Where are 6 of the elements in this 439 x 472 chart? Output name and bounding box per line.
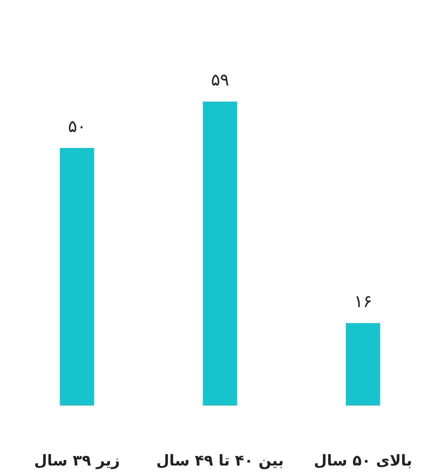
x-tick-label: بین ۴۰ تا ۴۹ سال	[156, 452, 284, 470]
data-label: ۵۰	[68, 117, 86, 136]
x-tick-label: زیر ۳۹ سال	[34, 452, 120, 470]
data-label: ۵۹	[211, 70, 229, 90]
x-tick-label: بالای ۵۰ سال	[314, 452, 412, 470]
data-label: ۱۶	[354, 292, 372, 312]
